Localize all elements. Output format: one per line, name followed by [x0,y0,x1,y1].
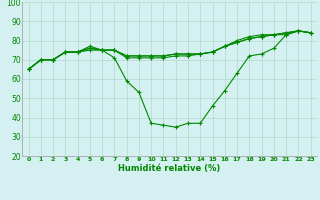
X-axis label: Humidité relative (%): Humidité relative (%) [118,164,221,173]
